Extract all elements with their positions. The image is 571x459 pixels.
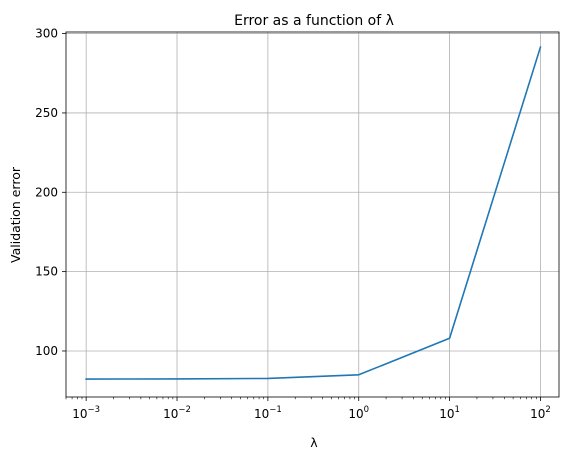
y-tick-label: 150 <box>35 265 58 279</box>
grid <box>66 32 559 397</box>
chart-title: Error as a function of λ <box>234 13 394 29</box>
y-tick-label: 100 <box>35 344 58 358</box>
x-tick-label: 10−1 <box>254 405 282 421</box>
series-line <box>85 46 542 380</box>
plot-frame <box>65 31 560 398</box>
x-axis-label: λ <box>310 435 318 450</box>
x-tick-label: 100 <box>348 405 369 421</box>
y-tick-label: 250 <box>35 106 58 120</box>
y-ticks: 100 150 200 250 300 <box>35 27 66 358</box>
x-tick-label: 101 <box>439 405 460 421</box>
y-tick-label: 300 <box>35 27 58 41</box>
y-axis-label: Validation error <box>8 166 23 263</box>
x-tick-label: 10−3 <box>72 405 100 421</box>
y-tick-label: 200 <box>35 185 58 199</box>
x-ticks: 10−3 10−2 10−1 100 101 102 <box>72 397 551 421</box>
x-tick-label: 102 <box>530 405 551 421</box>
series-layer <box>85 46 542 380</box>
x-tick-label: 10−2 <box>163 405 191 421</box>
